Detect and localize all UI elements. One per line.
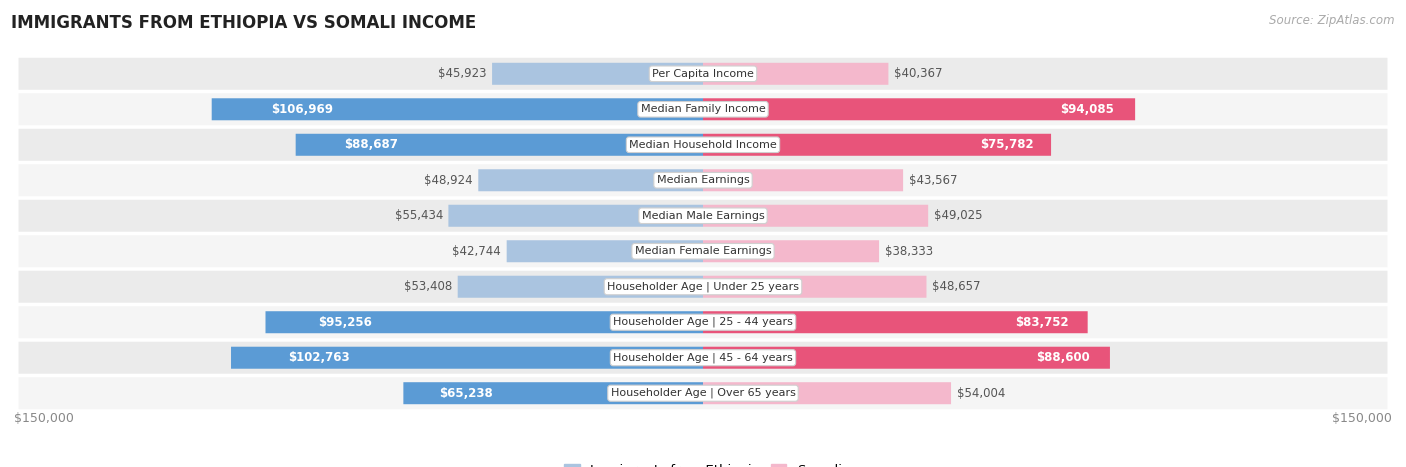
Text: $75,782: $75,782	[980, 138, 1033, 151]
Text: IMMIGRANTS FROM ETHIOPIA VS SOMALI INCOME: IMMIGRANTS FROM ETHIOPIA VS SOMALI INCOM…	[11, 14, 477, 32]
Text: $40,367: $40,367	[894, 67, 942, 80]
Text: $88,687: $88,687	[344, 138, 398, 151]
FancyBboxPatch shape	[17, 234, 1389, 268]
FancyBboxPatch shape	[458, 276, 703, 298]
Text: $83,752: $83,752	[1015, 316, 1069, 329]
Text: $150,000: $150,000	[1331, 412, 1392, 425]
FancyBboxPatch shape	[17, 163, 1389, 197]
FancyBboxPatch shape	[703, 276, 927, 298]
Text: Median Male Earnings: Median Male Earnings	[641, 211, 765, 221]
FancyBboxPatch shape	[703, 382, 950, 404]
FancyBboxPatch shape	[17, 376, 1389, 410]
Text: $54,004: $54,004	[956, 387, 1005, 400]
Legend: Immigrants from Ethiopia, Somali: Immigrants from Ethiopia, Somali	[558, 459, 848, 467]
Text: Householder Age | 25 - 44 years: Householder Age | 25 - 44 years	[613, 317, 793, 327]
Text: Median Earnings: Median Earnings	[657, 175, 749, 185]
Text: $150,000: $150,000	[14, 412, 75, 425]
FancyBboxPatch shape	[17, 128, 1389, 162]
Text: Median Family Income: Median Family Income	[641, 104, 765, 114]
Text: $45,923: $45,923	[439, 67, 486, 80]
Text: Householder Age | Over 65 years: Householder Age | Over 65 years	[610, 388, 796, 398]
FancyBboxPatch shape	[703, 63, 889, 85]
Text: Per Capita Income: Per Capita Income	[652, 69, 754, 79]
FancyBboxPatch shape	[212, 98, 703, 120]
FancyBboxPatch shape	[17, 92, 1389, 126]
FancyBboxPatch shape	[17, 270, 1389, 304]
Text: $95,256: $95,256	[318, 316, 371, 329]
FancyBboxPatch shape	[17, 199, 1389, 233]
Text: $43,567: $43,567	[908, 174, 957, 187]
Text: $65,238: $65,238	[439, 387, 494, 400]
Text: $49,025: $49,025	[934, 209, 983, 222]
FancyBboxPatch shape	[703, 347, 1109, 369]
Text: $106,969: $106,969	[270, 103, 333, 116]
Text: Householder Age | Under 25 years: Householder Age | Under 25 years	[607, 282, 799, 292]
Text: $102,763: $102,763	[288, 351, 349, 364]
FancyBboxPatch shape	[17, 305, 1389, 339]
Text: $48,924: $48,924	[425, 174, 472, 187]
FancyBboxPatch shape	[703, 311, 1088, 333]
FancyBboxPatch shape	[17, 341, 1389, 375]
FancyBboxPatch shape	[231, 347, 703, 369]
FancyBboxPatch shape	[703, 134, 1052, 156]
Text: $38,333: $38,333	[884, 245, 932, 258]
FancyBboxPatch shape	[449, 205, 703, 227]
FancyBboxPatch shape	[404, 382, 703, 404]
Text: Source: ZipAtlas.com: Source: ZipAtlas.com	[1270, 14, 1395, 27]
FancyBboxPatch shape	[703, 169, 903, 191]
FancyBboxPatch shape	[478, 169, 703, 191]
Text: $53,408: $53,408	[404, 280, 453, 293]
FancyBboxPatch shape	[703, 205, 928, 227]
Text: $94,085: $94,085	[1060, 103, 1114, 116]
Text: $42,744: $42,744	[453, 245, 501, 258]
FancyBboxPatch shape	[295, 134, 703, 156]
Text: $48,657: $48,657	[932, 280, 980, 293]
FancyBboxPatch shape	[506, 240, 703, 262]
Text: $55,434: $55,434	[395, 209, 443, 222]
Text: Median Female Earnings: Median Female Earnings	[634, 246, 772, 256]
FancyBboxPatch shape	[703, 98, 1135, 120]
Text: Median Household Income: Median Household Income	[628, 140, 778, 150]
FancyBboxPatch shape	[703, 240, 879, 262]
Text: $88,600: $88,600	[1036, 351, 1090, 364]
Text: Householder Age | 45 - 64 years: Householder Age | 45 - 64 years	[613, 353, 793, 363]
FancyBboxPatch shape	[492, 63, 703, 85]
FancyBboxPatch shape	[17, 57, 1389, 91]
FancyBboxPatch shape	[266, 311, 703, 333]
